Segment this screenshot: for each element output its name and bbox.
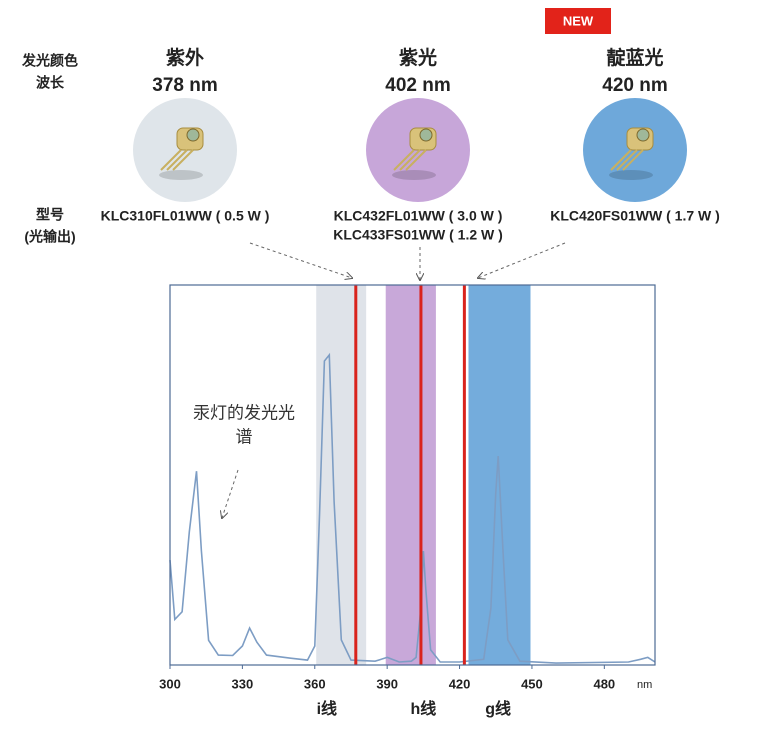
row-label: 波长 [36,75,65,91]
band [385,285,436,665]
x-tick-label: 390 [376,676,398,691]
shadow [609,170,653,180]
x-tick-label: 420 [449,676,471,691]
model: KLC420FS01WW ( 1.7 W ) [550,208,720,224]
product-name: 靛蓝光 [606,46,663,69]
laser-pin [622,149,644,171]
arrow [222,469,239,518]
annotation: 汞灯的发光光 [193,403,295,422]
x-tick-label: 330 [232,676,254,691]
wavelength: 378 nm [152,75,217,96]
laser-window [186,128,200,142]
laser-pin [399,149,421,171]
line-label: h线 [410,699,436,718]
product-name: 紫光 [399,46,437,69]
laser-pin [160,149,182,171]
band [316,285,367,665]
line-label: i线 [317,699,337,718]
laser-pin [393,149,415,171]
arrow [249,242,352,278]
annotation: 谱 [236,427,253,446]
model: KLC310FL01WW ( 0.5 W ) [101,208,270,224]
x-tick-label: 480 [593,676,615,691]
wavelength: 420 nm [602,75,667,96]
laser-pin [405,149,427,171]
laser-pin [166,149,188,171]
laser-window [636,128,650,142]
laser-pin [610,149,632,171]
x-tick-label: 360 [304,676,326,691]
x-tick-label: 450 [521,676,543,691]
spectrum-line [169,352,656,664]
model: KLC432FL01WW ( 3.0 W ) [334,208,503,224]
arrow [478,242,566,278]
badge-bg [545,8,611,34]
product-name: 紫外 [166,46,204,69]
x-tick-label: 300 [159,676,181,691]
badge: NEW [563,13,594,28]
laser-pin [172,149,194,171]
wavelength: 402 nm [385,75,450,96]
plot-frame [169,284,656,666]
row-label: (光输出) [24,229,75,245]
laser-window [419,128,433,142]
shadow [159,170,203,180]
row-label: 型号 [36,207,64,223]
row-label: 发光颜色 [21,53,78,69]
laser-pin [616,149,638,171]
shadow [392,170,436,180]
x-unit: nm [637,679,652,691]
line-label: g线 [485,699,511,718]
model: KLC433FS01WW ( 1.2 W ) [333,227,503,243]
